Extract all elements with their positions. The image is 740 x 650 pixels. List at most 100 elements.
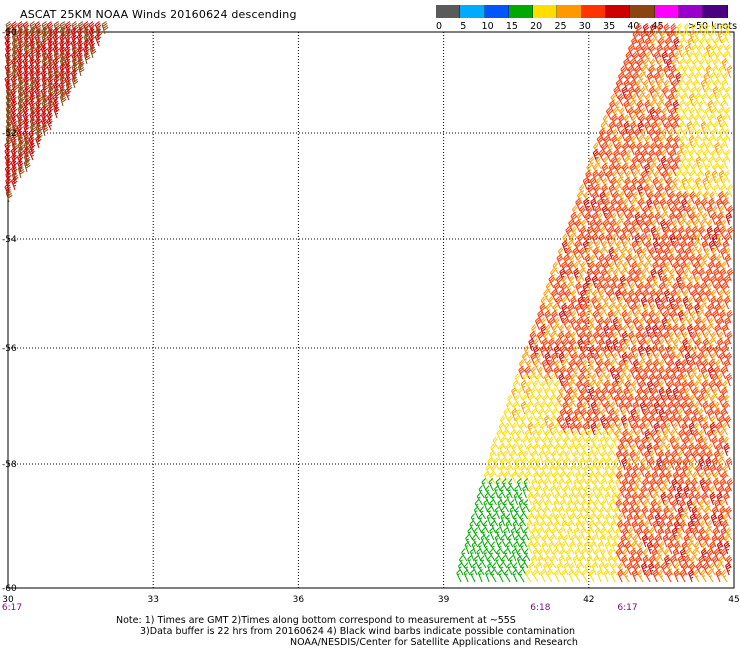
wind-barb — [658, 408, 665, 422]
wind-barb — [658, 240, 666, 254]
wind-barb — [545, 303, 552, 317]
wind-barb — [600, 142, 608, 156]
wind-barb — [500, 534, 507, 548]
wind-barb — [562, 401, 569, 415]
wind-barb — [571, 205, 579, 219]
wind-barb — [567, 303, 574, 317]
wind-barb — [679, 219, 686, 233]
wind-barb — [718, 205, 726, 219]
wind-barb — [565, 331, 572, 345]
wind-barb — [672, 324, 679, 338]
wind-barb — [621, 408, 628, 422]
wind-barb — [687, 520, 695, 534]
wind-barb — [483, 499, 489, 513]
wind-barb — [660, 156, 667, 170]
wind-barb — [590, 401, 598, 415]
wind-barb — [646, 254, 653, 268]
wind-barb — [672, 387, 679, 401]
wind-barb — [696, 331, 704, 345]
wind-barb — [700, 79, 707, 93]
wind-barb — [589, 541, 596, 555]
wind-barb — [711, 128, 717, 142]
wind-barb — [565, 450, 572, 464]
wind-barb — [658, 324, 665, 338]
wind-barb — [534, 513, 541, 527]
wind-barb — [681, 198, 688, 212]
wind-barb — [623, 121, 630, 135]
wind-barb — [569, 513, 576, 527]
wind-barb — [592, 331, 600, 345]
wind-barb — [688, 156, 694, 170]
wind-barb — [665, 345, 673, 359]
wind-barb — [487, 506, 494, 520]
wind-barb — [722, 240, 729, 254]
wind-barb — [492, 513, 499, 527]
wind-barb — [668, 296, 676, 310]
wind-barb — [718, 289, 725, 303]
wind-barb — [649, 527, 656, 541]
wind-barb — [683, 310, 690, 324]
wind-barb — [667, 30, 674, 44]
wind-barb — [570, 464, 576, 478]
wind-barb — [677, 478, 684, 492]
wind-barb — [689, 555, 697, 569]
wind-barb — [678, 79, 685, 93]
wind-barb — [624, 401, 631, 415]
wind-barb — [537, 478, 544, 492]
wind-barb — [668, 191, 675, 205]
wind-barb — [658, 177, 665, 191]
wind-barb — [652, 93, 659, 107]
wind-barb — [526, 359, 533, 373]
wind-barb — [706, 408, 714, 422]
wind-barb — [588, 471, 595, 485]
wind-barb — [690, 485, 697, 499]
wind-barb — [681, 51, 688, 65]
wind-barb — [679, 142, 685, 156]
wind-barb — [610, 520, 616, 534]
wind-barb — [568, 492, 575, 506]
wind-barb — [637, 261, 644, 275]
wind-barb — [490, 443, 497, 457]
wind-barb — [655, 555, 662, 569]
legend-color-bar — [436, 5, 736, 18]
wind-barb — [565, 268, 572, 282]
wind-barb — [583, 296, 591, 310]
wind-barb — [689, 149, 696, 163]
wind-barb — [615, 478, 621, 492]
wind-barb — [531, 450, 537, 464]
wind-barb — [665, 303, 673, 317]
wind-barb — [689, 212, 696, 226]
wind-barb — [689, 394, 696, 408]
wind-barb — [697, 184, 705, 198]
wind-barb — [715, 569, 722, 583]
wind-barb — [613, 555, 620, 569]
wind-barb — [703, 128, 710, 142]
wind-barb — [621, 527, 629, 541]
wind-barb — [686, 324, 694, 338]
wind-barb — [721, 471, 728, 485]
wind-barb — [573, 478, 580, 492]
wind-barb — [723, 513, 730, 527]
wind-barb — [703, 275, 710, 289]
wind-barb — [641, 44, 648, 58]
wind-barb — [683, 86, 689, 100]
wind-barb — [638, 275, 646, 289]
wind-barb — [628, 226, 636, 240]
wind-barb — [671, 499, 678, 513]
wind-barb — [611, 492, 618, 506]
wind-barb — [546, 569, 553, 583]
note-line-3: NOAA/NESDIS/Center for Satellite Applica… — [290, 637, 578, 648]
wind-barb — [628, 268, 635, 282]
wind-barb — [657, 58, 664, 72]
wind-barb — [639, 401, 647, 415]
wind-barb — [631, 520, 638, 534]
wind-barb — [702, 177, 708, 191]
wind-barb — [522, 394, 528, 408]
wind-barb — [726, 268, 734, 282]
wind-barb — [685, 345, 693, 359]
wind-barb — [539, 345, 547, 359]
wind-barb — [680, 492, 687, 506]
wind-barb — [676, 149, 683, 163]
wind-barb — [495, 478, 501, 492]
wind-barb — [565, 226, 572, 240]
